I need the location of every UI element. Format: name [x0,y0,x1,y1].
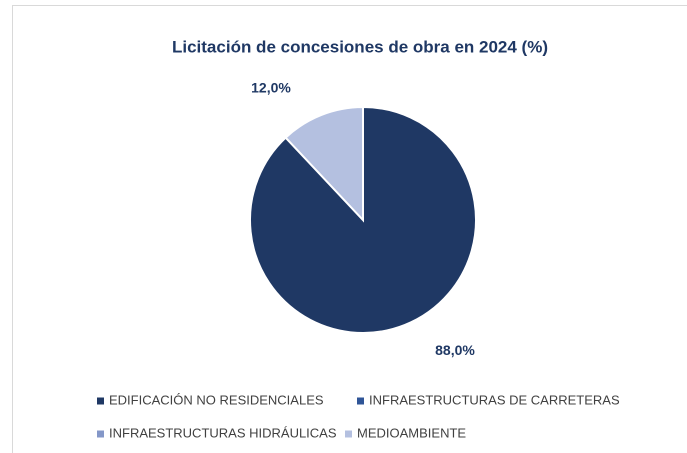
legend-label: INFRAESTRUCTURAS HIDRÁULICAS [109,425,337,440]
legend-marker [345,430,352,438]
legend-label: EDIFICACIÓN NO RESIDENCIALES [109,392,324,407]
data-label: 12,0% [251,79,291,95]
legend-marker [97,397,104,405]
legend-marker [97,430,104,438]
legend-label: MEDIOAMBIENTE [357,425,466,440]
pie-slice [284,105,364,223]
data-label: 88,0% [435,342,475,358]
legend-marker [357,397,364,405]
chart-title: Licitación de concesiones de obra en 202… [172,37,548,56]
legend-label: INFRAESTRUCTURAS DE CARRETERAS [369,392,620,407]
